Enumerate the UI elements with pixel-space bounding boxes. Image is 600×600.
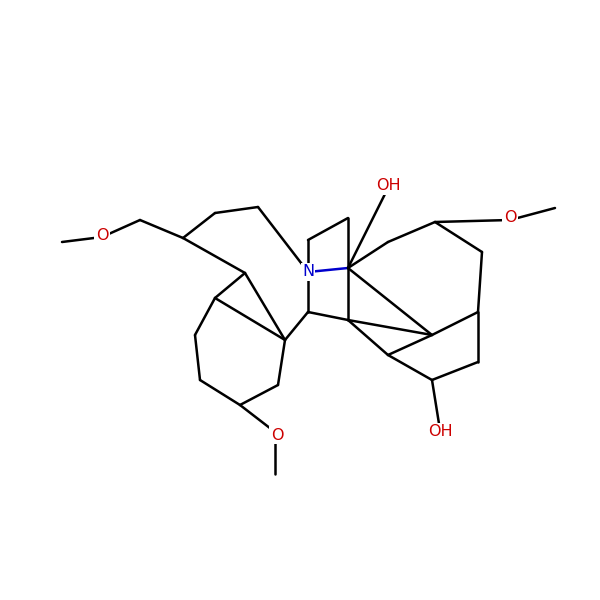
- Text: O: O: [504, 211, 516, 226]
- Text: N: N: [302, 265, 314, 280]
- Text: OH: OH: [428, 425, 452, 439]
- Text: OH: OH: [376, 179, 400, 193]
- Text: O: O: [271, 427, 283, 443]
- Text: O: O: [96, 227, 108, 242]
